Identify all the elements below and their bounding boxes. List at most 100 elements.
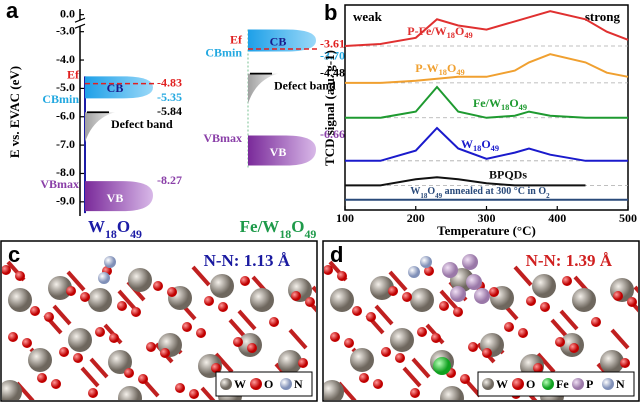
series-label: Fe/W18O49	[473, 96, 527, 113]
o-atom	[526, 296, 536, 306]
bond	[559, 309, 579, 331]
legend-label: W	[234, 377, 246, 391]
o-atom	[439, 301, 449, 311]
y-tick-label: -8.0	[56, 165, 75, 179]
w-atom	[8, 288, 32, 312]
panel-c: c N-N: 1.13 Å W O N	[0, 240, 318, 402]
o-atom	[109, 333, 119, 343]
level-label: Ef	[67, 67, 80, 81]
w-atom	[390, 328, 414, 352]
o-atom	[373, 379, 383, 389]
o-atom	[431, 333, 441, 343]
o-atom	[395, 353, 405, 363]
w-atom	[2, 380, 22, 400]
o-atom	[44, 312, 54, 322]
panel-label: d	[330, 242, 343, 267]
legend-label: N	[616, 377, 625, 391]
o-atom	[233, 337, 243, 347]
legend-swatch	[280, 378, 292, 390]
x-tick-label: 500	[619, 211, 637, 225]
y-tick-label: 0.0	[60, 6, 75, 20]
w-atom	[410, 288, 434, 312]
o-atom	[324, 265, 333, 275]
valence-band	[248, 135, 316, 166]
w-atom	[68, 328, 92, 352]
p-atom	[450, 286, 466, 302]
structure	[2, 256, 316, 400]
p-atom	[442, 262, 458, 278]
level-label: CBmin	[42, 92, 79, 106]
w-atom	[48, 276, 72, 300]
o-atom	[344, 338, 354, 348]
annotation: N-N: 1.39 Å	[526, 251, 613, 270]
legend-swatch	[572, 378, 584, 390]
panel-label: b	[324, 0, 337, 25]
band-label: VB	[107, 191, 124, 205]
o-atom	[591, 317, 601, 327]
x-tick-label: 400	[548, 211, 566, 225]
o-atom	[533, 363, 543, 373]
w-atom	[210, 274, 234, 298]
series-label: W18O49	[461, 137, 499, 154]
o-atom	[352, 306, 362, 316]
series-line	[345, 176, 586, 187]
annotation: weak	[353, 9, 383, 24]
o-atom	[453, 307, 463, 317]
fe-atom	[433, 357, 451, 375]
w-atom	[532, 274, 556, 298]
o-atom	[167, 287, 177, 297]
bond	[374, 304, 394, 326]
o-atom	[562, 276, 572, 286]
o-atom	[211, 363, 221, 373]
legend-swatch	[482, 378, 494, 390]
y-tick-label: -4.0	[56, 52, 75, 66]
x-tick-label: 100	[336, 211, 354, 225]
o-atom	[337, 271, 347, 281]
bond	[237, 309, 257, 331]
w-atom	[572, 288, 596, 312]
o-atom	[175, 383, 185, 393]
series-label: P-Fe/W18O49	[407, 24, 472, 41]
o-atom	[131, 307, 141, 317]
legend-label: P	[586, 377, 593, 391]
level-label: Ef	[230, 33, 243, 47]
annotation: N-N: 1.13 Å	[204, 251, 291, 270]
w-atom	[128, 268, 152, 292]
o-atom	[518, 328, 528, 338]
o-atom	[146, 342, 156, 352]
valence-band	[85, 181, 153, 212]
p-atom	[466, 274, 482, 290]
legend-label: N	[294, 377, 303, 391]
legend-swatch	[512, 378, 524, 390]
legend-label: Fe	[556, 377, 569, 391]
y-tick-label: -5.0	[56, 80, 75, 94]
o-atom	[66, 286, 76, 296]
panel-label: c	[8, 242, 20, 267]
o-atom	[8, 332, 18, 342]
o-atom	[59, 347, 69, 357]
legend-label: W	[496, 377, 508, 391]
conduction-band	[248, 29, 316, 52]
o-atom	[620, 358, 630, 368]
panel-d: d N-N: 1.39 Å W O Fe P N	[322, 240, 640, 402]
o-atom	[2, 265, 11, 275]
panel-b: b weak strong TCD signal (a.u. g-1) Temperat…	[322, 0, 637, 238]
series-label: W18O49 annealed at 300 °C in O2	[410, 186, 550, 199]
o-atom	[37, 373, 47, 383]
bond	[439, 289, 459, 311]
value-label: -3.61	[320, 37, 345, 51]
band-label: VB	[270, 145, 287, 159]
legend-swatch	[250, 378, 262, 390]
y-tick-label: -3.0	[56, 23, 75, 37]
n-atom	[408, 266, 420, 278]
value-label: -6.66	[320, 127, 345, 141]
w-atom	[370, 276, 394, 300]
o-atom	[15, 271, 25, 281]
bond	[200, 386, 216, 400]
o-atom	[204, 296, 214, 306]
legend-label: Fe/W18O49	[240, 217, 317, 241]
o-atom	[247, 343, 257, 353]
w-atom	[600, 350, 624, 374]
w-atom	[28, 348, 52, 372]
